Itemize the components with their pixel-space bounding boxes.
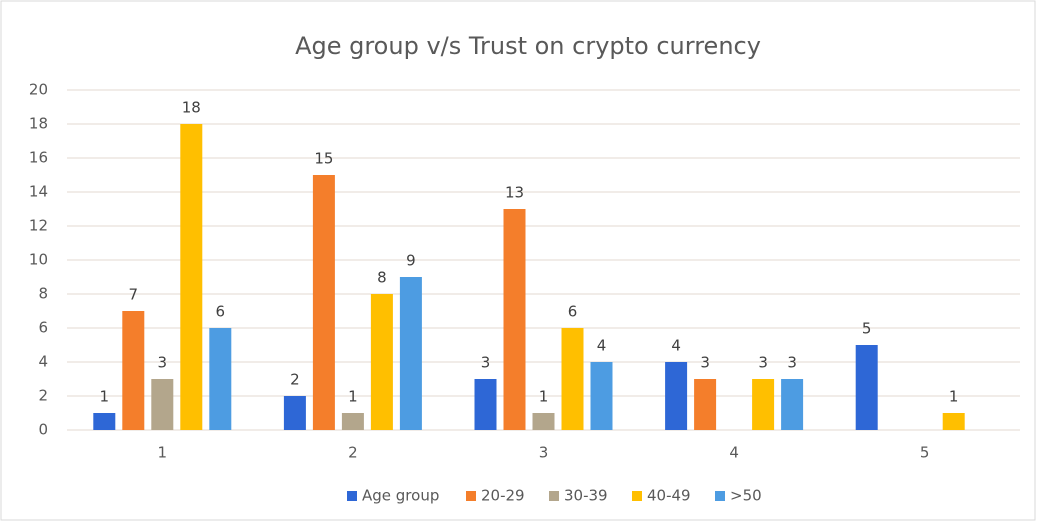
bar (93, 413, 116, 430)
legend-swatch (632, 491, 642, 501)
y-tick-label: 6 (38, 319, 48, 337)
bar (151, 379, 174, 430)
legend-label: >50 (730, 487, 762, 505)
y-tick-label: 20 (29, 81, 48, 99)
y-tick-label: 0 (38, 421, 48, 439)
data-label: 3 (700, 354, 710, 372)
bar (942, 413, 965, 430)
bar (180, 124, 203, 430)
data-label: 1 (100, 388, 110, 406)
bar (590, 362, 613, 430)
data-label: 3 (481, 354, 491, 372)
legend-label: 20-29 (481, 487, 525, 505)
bar (312, 175, 335, 430)
bar (341, 413, 364, 430)
data-label: 1 (949, 388, 959, 406)
x-tick-label: 4 (729, 444, 739, 462)
data-label: 2 (290, 371, 300, 389)
bar (209, 328, 232, 430)
legend-swatch (715, 491, 725, 501)
y-tick-label: 10 (29, 251, 48, 269)
legend-label: 40-49 (647, 487, 691, 505)
chart-title: Age group v/s Trust on crypto currency (295, 32, 761, 60)
data-label: 18 (182, 99, 201, 117)
y-tick-label: 18 (29, 115, 48, 133)
bar (855, 345, 878, 430)
y-tick-label: 2 (38, 387, 48, 405)
data-label: 15 (314, 150, 333, 168)
legend-swatch (549, 491, 559, 501)
data-label: 8 (377, 269, 387, 287)
bar (694, 379, 717, 430)
data-label: 6 (216, 303, 226, 321)
x-tick-label: 2 (348, 444, 358, 462)
legend-swatch (466, 491, 476, 501)
bar (561, 328, 584, 430)
x-tick-label: 3 (539, 444, 549, 462)
data-label: 6 (568, 303, 578, 321)
bar (665, 362, 688, 430)
legend-swatch (347, 491, 357, 501)
data-label: 9 (406, 252, 416, 270)
bar (503, 209, 526, 430)
bar (370, 294, 393, 430)
bar (283, 396, 306, 430)
data-label: 1 (348, 388, 358, 406)
bar (122, 311, 145, 430)
x-tick-label: 5 (920, 444, 930, 462)
y-tick-label: 14 (29, 183, 48, 201)
data-label: 4 (597, 337, 607, 355)
bar (532, 413, 555, 430)
bar (474, 379, 497, 430)
bar (752, 379, 775, 430)
data-label: 1 (539, 388, 549, 406)
y-tick-label: 8 (38, 285, 48, 303)
bar (781, 379, 804, 430)
data-label: 5 (862, 320, 872, 338)
data-label: 3 (787, 354, 797, 372)
y-tick-label: 16 (29, 149, 48, 167)
data-label: 4 (671, 337, 681, 355)
data-label: 13 (505, 184, 524, 202)
x-tick-label: 1 (158, 444, 168, 462)
y-tick-label: 12 (29, 217, 48, 235)
bar (399, 277, 422, 430)
data-label: 3 (158, 354, 168, 372)
legend-label: 30-39 (564, 487, 608, 505)
legend-label: Age group (362, 487, 439, 505)
data-label: 7 (129, 286, 139, 304)
y-tick-label: 4 (38, 353, 48, 371)
data-label: 3 (758, 354, 768, 372)
